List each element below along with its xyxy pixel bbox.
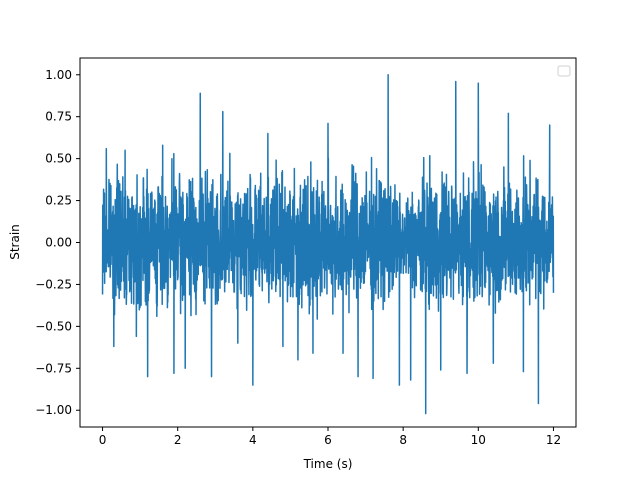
y-tick-label: −0.75: [35, 361, 72, 375]
series-layer: [101, 74, 555, 415]
y-tick-label: −0.50: [35, 319, 72, 333]
x-tick-label: 8: [399, 433, 407, 447]
x-tick-label: 4: [249, 433, 257, 447]
x-tick-label: 2: [174, 433, 182, 447]
x-tick-label: 12: [546, 433, 561, 447]
y-tick-label: 0.25: [45, 194, 72, 208]
x-tick-label: 10: [471, 433, 486, 447]
series-line: [101, 74, 555, 415]
y-tick-label: −1.00: [35, 403, 72, 417]
y-tick-label: 0.00: [45, 236, 72, 250]
legend-box: [557, 65, 571, 77]
x-axis: 0 2 4 6 8 10 12: [99, 427, 561, 447]
x-axis-label: Time (s): [303, 457, 353, 471]
y-tick-label: −0.25: [35, 277, 72, 291]
x-tick-label: 0: [99, 433, 107, 447]
y-tick-label: 1.00: [45, 68, 72, 82]
plot-area: [79, 57, 577, 428]
y-axis: −1.00 −0.75 −0.50 −0.25 0.00 0.25 0.50 0.75 1.00: [35, 68, 80, 417]
y-tick-label: 0.50: [45, 152, 72, 166]
y-axis-label: Strain: [8, 224, 22, 260]
y-tick-label: 0.75: [45, 110, 72, 124]
x-tick-label: 6: [324, 433, 332, 447]
